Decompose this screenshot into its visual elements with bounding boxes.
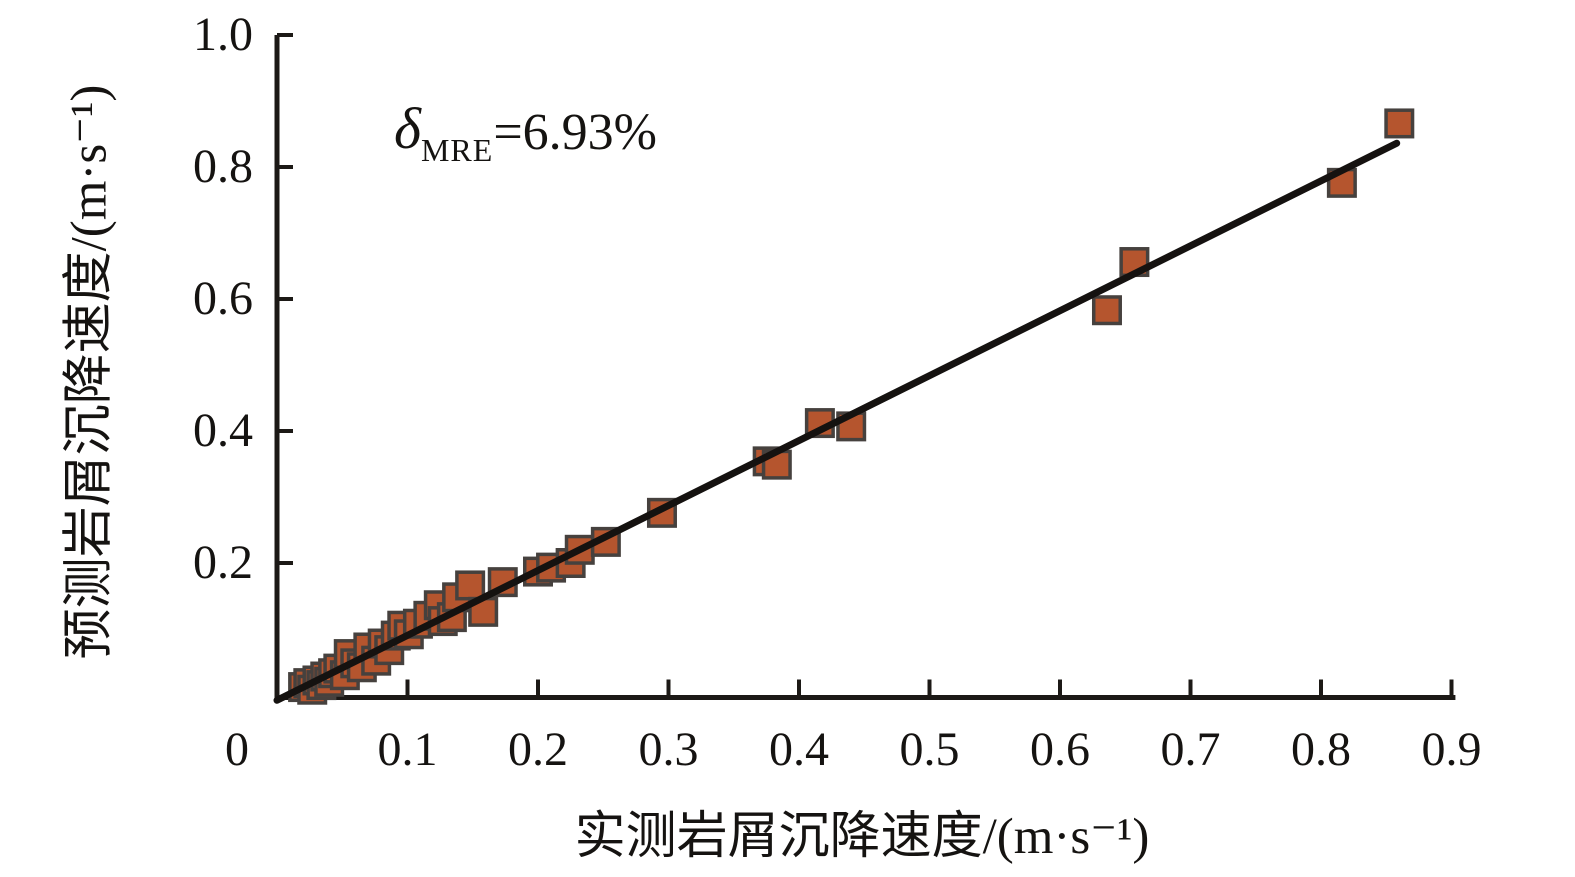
x-tick-label: 0.2 [508,723,568,776]
trend-line [273,139,1401,704]
y-tick-label: 1.0 [193,8,253,61]
mre-value: =6.93% [493,104,657,161]
x-tick-label: 0.5 [899,723,960,776]
x-tick-label: 0.9 [1421,723,1482,776]
x-tick-label: 0 [225,723,249,776]
y-axis-label: 预测岩屑沉降速度/(m·s⁻¹) [61,84,118,660]
x-tick-label: 0.8 [1291,723,1351,776]
x-tick-label: 0.6 [1030,723,1090,776]
mre-subscript: MRE [420,132,494,168]
data-point-marker [455,570,486,601]
x-tick-label: 0.3 [638,723,699,776]
x-tick-label: 0.7 [1160,723,1221,776]
data-point-marker [1091,295,1122,326]
x-axis-label: 实测岩屑沉降速度/(m·s⁻¹) [574,809,1150,865]
x-tick-label: 0.1 [377,723,438,776]
y-tick-label: 0.4 [193,404,253,457]
y-tick-label: 0.8 [193,140,253,193]
data-point-marker [1384,108,1415,139]
y-tick-label: 0.2 [193,536,253,589]
mre-annotation: δ MRE =6.93% [394,96,657,168]
x-tick-label: 0.4 [769,723,829,776]
delta-symbol: δ [394,96,421,161]
y-tick-label: 0.6 [193,272,253,325]
